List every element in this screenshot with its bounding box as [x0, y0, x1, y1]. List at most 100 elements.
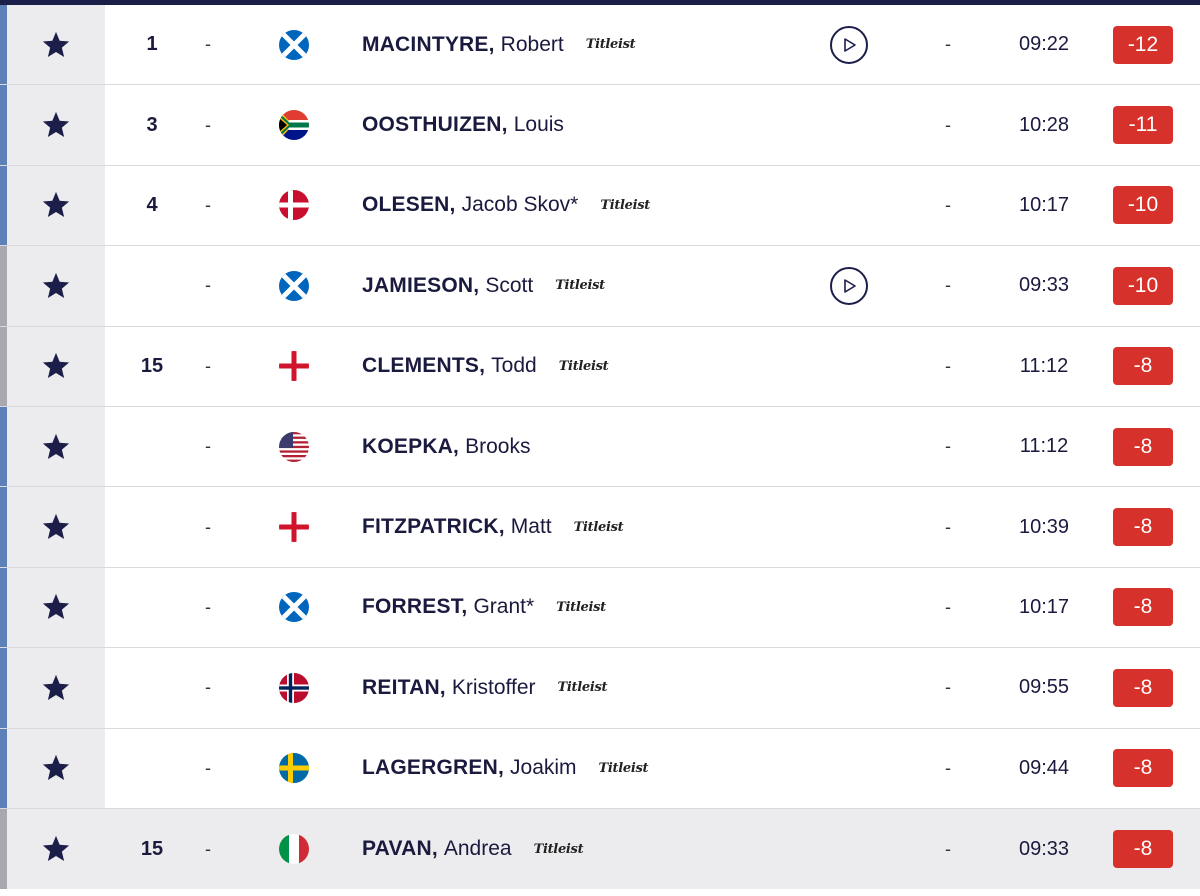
- player-name[interactable]: FORREST, Grant* Titleist: [362, 568, 606, 647]
- star-icon: [42, 111, 70, 138]
- sponsor-logo: Titleist: [558, 358, 609, 374]
- usa-flag-icon: [279, 431, 309, 462]
- player-first-name: Kristoffer: [451, 675, 536, 699]
- sponsor-logo: Titleist: [533, 841, 584, 857]
- play-video-button[interactable]: [830, 25, 868, 64]
- position: [120, 487, 184, 566]
- position: [120, 568, 184, 647]
- player-name[interactable]: MACINTYRE, Robert Titleist: [362, 5, 636, 84]
- favorite-button[interactable]: [7, 165, 105, 246]
- player-name[interactable]: CLEMENTS, Todd Titleist: [362, 327, 609, 406]
- tee-time: 11:12: [1019, 435, 1069, 458]
- favorite-button[interactable]: [7, 246, 105, 326]
- score-badge: -8: [1113, 427, 1173, 466]
- sponsor-logo: Titleist: [585, 37, 636, 53]
- favorite-button[interactable]: [7, 5, 105, 85]
- score-badge: -10: [1113, 266, 1173, 305]
- player-first-name: Brooks: [465, 434, 531, 458]
- play-video-button[interactable]: [830, 266, 868, 305]
- table-row[interactable]: 4 - OLESEN, Jacob Skov* Titleist - 10:17 -10: [0, 165, 1200, 247]
- row-accent-bar: [0, 246, 7, 326]
- favorite-button[interactable]: [7, 85, 105, 165]
- tee-time: 10:39: [1018, 515, 1070, 538]
- table-row[interactable]: 3 - OOSTHUIZEN, Louis - 10:28 -11: [0, 85, 1200, 166]
- favorite-button[interactable]: [7, 808, 105, 890]
- table-row[interactable]: - JAMIESON, Scott Titleist - 09:33 -10: [0, 246, 1200, 327]
- player-first-name: Grant*: [473, 595, 535, 619]
- favorite-button[interactable]: [7, 567, 105, 648]
- table-row[interactable]: 15 - CLEMENTS, Todd Titleist - 11:12 -8: [0, 326, 1200, 407]
- position: 3: [146, 113, 158, 136]
- sponsor-logo: Titleist: [573, 519, 624, 535]
- table-row[interactable]: - LAGERGREN, Joakim Titleist - 09:44 -8: [0, 728, 1200, 809]
- player-last-name: LAGERGREN,: [362, 756, 505, 780]
- player-last-name: PAVAN,: [362, 837, 438, 861]
- position: 4: [146, 193, 158, 216]
- position-movement: -: [205, 436, 211, 457]
- tee-time: 10:28: [1018, 113, 1070, 136]
- score-badge: -8: [1113, 830, 1173, 869]
- player-name[interactable]: FITZPATRICK, Matt Titleist: [362, 487, 624, 566]
- tee-time: 09:44: [1018, 756, 1070, 779]
- row-accent-bar: [0, 487, 7, 567]
- sponsor-logo: Titleist: [557, 680, 608, 696]
- position: 15: [140, 837, 164, 860]
- player-name[interactable]: OLESEN, Jacob Skov* Titleist: [362, 166, 650, 245]
- favorite-button[interactable]: [7, 326, 105, 406]
- star-icon: [42, 192, 70, 218]
- thru-value: -: [945, 275, 951, 296]
- row-accent-bar: [0, 648, 7, 728]
- thru-value: -: [945, 114, 951, 135]
- score-badge: -8: [1113, 347, 1173, 386]
- star-icon: [42, 674, 70, 700]
- row-accent-bar: [0, 326, 7, 406]
- favorite-button[interactable]: [7, 406, 105, 487]
- player-name[interactable]: KOEPKA, Brooks: [362, 407, 530, 486]
- thru-value: -: [945, 516, 951, 537]
- row-accent-bar: [0, 5, 7, 85]
- favorite-button[interactable]: [7, 487, 105, 567]
- position-movement: -: [205, 596, 211, 617]
- position-movement: -: [205, 757, 211, 778]
- sponsor-logo: Titleist: [555, 278, 605, 294]
- player-first-name: Louis: [513, 113, 564, 137]
- table-row[interactable]: 15 - PAVAN, Andrea Titleist - 09:33 -8: [0, 808, 1200, 890]
- tee-time: 10:17: [1018, 193, 1070, 216]
- sponsor-logo: Titleist: [598, 760, 649, 776]
- star-icon: [42, 513, 70, 540]
- tee-time: 10:17: [1018, 595, 1070, 618]
- score-badge: -12: [1113, 25, 1173, 64]
- star-icon: [42, 31, 70, 57]
- table-row[interactable]: - KOEPKA, Brooks - 11:12 -8: [0, 406, 1200, 488]
- player-first-name: Scott: [485, 273, 534, 297]
- player-name[interactable]: LAGERGREN, Joakim Titleist: [362, 729, 649, 808]
- position: [120, 246, 184, 325]
- row-accent-bar: [0, 808, 7, 890]
- position: [120, 407, 184, 486]
- player-name[interactable]: REITAN, Kristoffer Titleist: [362, 648, 608, 727]
- leaderboard: 1 - MACINTYRE, Robert Titleist - 09:22 -12 3 - OOS…: [0, 5, 1200, 890]
- row-accent-bar: [0, 406, 7, 487]
- row-accent-bar: [0, 567, 7, 648]
- play-icon: [844, 279, 856, 293]
- player-name[interactable]: JAMIESON, Scott Titleist: [362, 246, 605, 325]
- table-row[interactable]: - REITAN, Kristoffer Titleist - 09:55 -8: [0, 648, 1200, 729]
- score-badge: -11: [1113, 106, 1173, 145]
- favorite-button[interactable]: [7, 728, 105, 808]
- player-last-name: JAMIESON,: [362, 273, 480, 297]
- table-row[interactable]: 1 - MACINTYRE, Robert Titleist - 09:22 -12: [0, 5, 1200, 86]
- player-name[interactable]: OOSTHUIZEN, Louis: [362, 85, 564, 164]
- favorite-button[interactable]: [7, 648, 105, 728]
- table-row[interactable]: - FITZPATRICK, Matt Titleist - 10:39 -8: [0, 487, 1200, 568]
- position-movement: -: [205, 194, 211, 215]
- table-row[interactable]: - FORREST, Grant* Titleist - 10:17 -8: [0, 567, 1200, 649]
- player-name[interactable]: PAVAN, Andrea Titleist: [362, 809, 584, 889]
- position-movement: -: [205, 355, 211, 376]
- score-badge: -8: [1113, 588, 1173, 627]
- scotland-flag-icon: [279, 270, 309, 301]
- star-icon: [42, 433, 70, 459]
- player-last-name: OOSTHUIZEN,: [362, 113, 508, 137]
- player-first-name: Matt: [510, 515, 552, 539]
- scotland-flag-icon: [279, 29, 309, 60]
- position-movement: -: [205, 114, 211, 135]
